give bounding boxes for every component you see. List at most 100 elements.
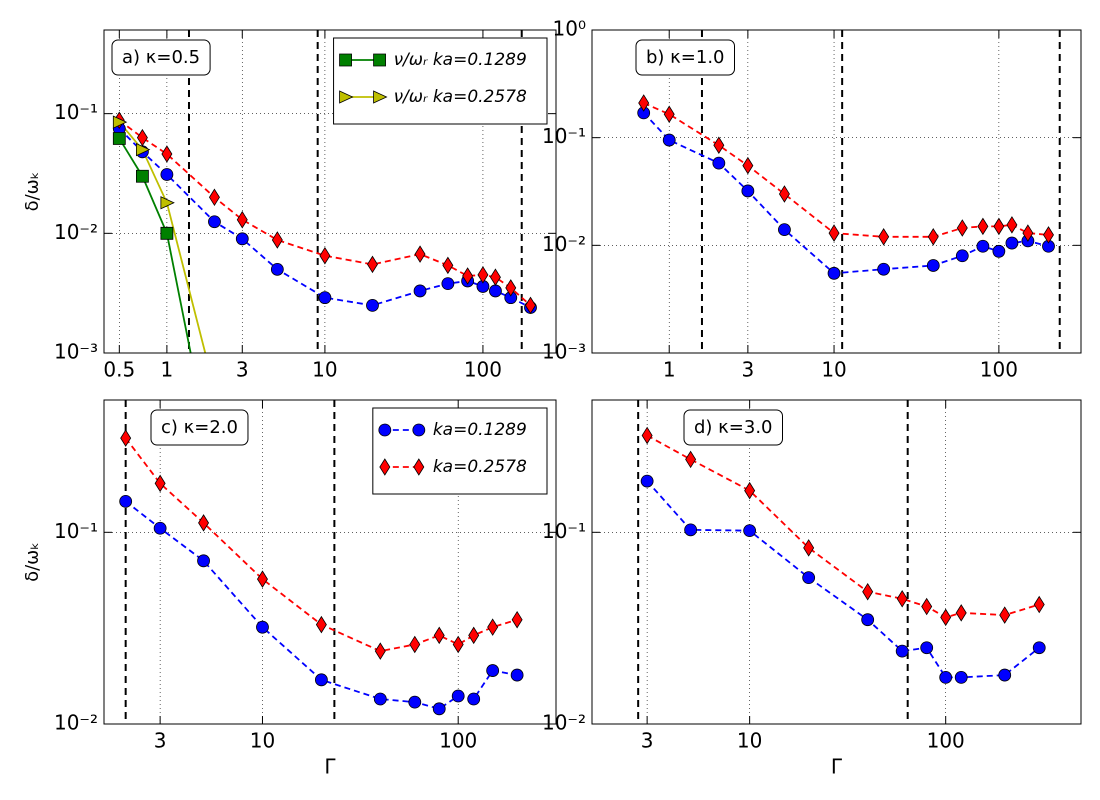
x-tick-label: 3 (741, 358, 754, 382)
y-tick-label: 10⁻¹ (54, 100, 98, 124)
marker (136, 128, 148, 147)
marker (120, 429, 132, 447)
marker (208, 215, 221, 229)
y-tick-label: 10⁻¹ (542, 124, 586, 148)
marker (861, 613, 875, 627)
legend-label: ka=0.1289 (433, 420, 527, 440)
panel-label: a) κ=0.5 (122, 47, 200, 68)
marker (373, 90, 388, 104)
marker (256, 620, 269, 634)
panel: 0.5 1 3 10 100 10⁻³ 10⁻² 10⁻¹ a) κ=0.5 δ/ωₖ ν/ωᵣ k… (22, 29, 557, 395)
plot-frame (591, 29, 1082, 354)
legend-label: ν/ωᵣ ka=0.1289 (394, 50, 527, 70)
marker (119, 494, 133, 508)
marker (926, 259, 940, 272)
marker (208, 188, 220, 207)
marker (198, 514, 210, 532)
marker (976, 239, 990, 253)
marker (160, 226, 174, 240)
marker (927, 228, 939, 246)
marker (378, 423, 392, 437)
marker (235, 232, 249, 246)
y-tick-label: 10⁰ (553, 17, 586, 41)
marker (977, 217, 989, 236)
marker (160, 196, 175, 210)
marker (1022, 224, 1034, 242)
marker (511, 610, 523, 629)
marker (862, 582, 874, 601)
plot-frame (103, 399, 557, 725)
marker (956, 219, 968, 237)
marker (366, 298, 379, 312)
legend-box (333, 37, 548, 125)
marker (993, 217, 1005, 236)
marker (828, 224, 840, 242)
panel-label: b) κ=1.0 (646, 47, 725, 68)
marker (112, 115, 128, 129)
label-box (150, 409, 249, 446)
series-line (118, 138, 192, 353)
legend-box (372, 407, 548, 495)
y-tick-label: 10⁻¹ (54, 519, 98, 543)
x-tick-label: 100 (927, 729, 965, 753)
marker (778, 185, 790, 203)
marker (742, 156, 754, 175)
marker (778, 223, 791, 237)
marker (433, 626, 445, 645)
marker (197, 554, 210, 568)
x-tick-label: 10 (312, 358, 337, 382)
marker (638, 94, 650, 112)
legend-label: ka=0.2578 (433, 457, 527, 477)
marker (136, 143, 151, 157)
marker (940, 608, 952, 627)
x-tick-label: 3 (641, 729, 654, 753)
x-axis-label: Γ (324, 755, 336, 779)
marker (373, 692, 387, 706)
x-tick-label: 1 (663, 358, 676, 382)
marker (414, 245, 426, 263)
y-tick-label: 10⁻² (54, 711, 98, 735)
marker (998, 668, 1012, 682)
y-tick-label: 10⁻² (542, 711, 586, 735)
marker (412, 423, 426, 437)
marker (489, 268, 501, 286)
marker (477, 266, 489, 284)
marker (921, 597, 933, 616)
plot-frame (591, 399, 1082, 725)
marker (487, 618, 499, 636)
series-line (646, 480, 1040, 679)
x-tick-label: 1 (161, 358, 174, 382)
marker (112, 132, 126, 145)
marker (641, 426, 653, 445)
marker (827, 266, 841, 280)
marker (712, 156, 726, 170)
plot-frame (103, 29, 557, 354)
marker (878, 228, 890, 246)
marker (640, 474, 654, 488)
marker (315, 615, 327, 634)
marker (409, 635, 421, 654)
marker (877, 262, 891, 276)
plot-area (640, 426, 1046, 684)
marker (208, 383, 221, 395)
marker (992, 244, 1006, 258)
y-tick-label: 10⁻² (54, 220, 98, 244)
marker (432, 702, 446, 716)
marker (489, 284, 502, 298)
legend: ka=0.1289 ka=0.2578 (372, 407, 548, 495)
x-tick-label: 10 (737, 729, 762, 753)
y-axis-label: δ/ωₖ (22, 542, 43, 582)
series-line (646, 434, 1040, 619)
marker (486, 664, 500, 677)
y-tick-label: 10⁻¹ (542, 519, 586, 543)
marker (505, 279, 517, 297)
marker (373, 53, 386, 67)
marker (955, 249, 969, 263)
label-box (683, 409, 783, 446)
y-axis-label: δ/ωₖ (22, 172, 43, 212)
marker (999, 606, 1011, 624)
marker (339, 90, 354, 104)
marker (741, 184, 755, 198)
